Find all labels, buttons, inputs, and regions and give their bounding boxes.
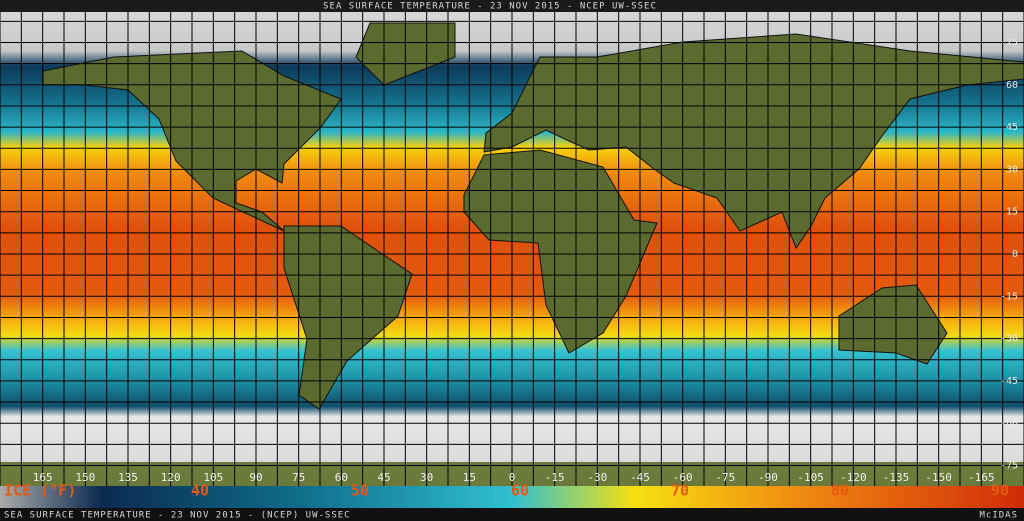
longitude-label: -30: [587, 471, 607, 484]
latitude-label: 75: [1006, 38, 1018, 49]
longitude-label: 150: [75, 471, 95, 484]
latitude-label: 60: [1006, 80, 1018, 91]
color-bar: [0, 486, 1024, 508]
longitude-label: 75: [292, 471, 305, 484]
legend-tick: 50: [351, 482, 369, 500]
latitude-label: -60: [1000, 418, 1018, 429]
footer-caption: SEA SURFACE TEMPERATURE - 23 NOV 2015 - …: [4, 511, 351, 521]
longitude-label: -135: [883, 471, 910, 484]
longitude-label: -90: [758, 471, 778, 484]
longitude-label: -75: [715, 471, 735, 484]
longitude-label: 0: [509, 471, 516, 484]
title-bar: [0, 0, 1024, 12]
longitude-label: 105: [203, 471, 223, 484]
longitude-label: 90: [249, 471, 262, 484]
longitude-label: 15: [463, 471, 476, 484]
latitude-label: 15: [1006, 207, 1018, 218]
title: SEA SURFACE TEMPERATURE - 23 NOV 2015 - …: [323, 2, 657, 12]
longitude-label: -15: [545, 471, 565, 484]
longitude-label: -120: [840, 471, 867, 484]
graticule: [0, 12, 1024, 486]
longitude-label: 135: [118, 471, 138, 484]
latitude-label: -45: [1000, 376, 1018, 387]
legend-tick: 60: [511, 482, 529, 500]
longitude-label: 45: [377, 471, 390, 484]
credit: McIDAS: [979, 511, 1018, 521]
legend-tick: 80: [831, 482, 849, 500]
longitude-label: 120: [161, 471, 181, 484]
longitude-label: -150: [925, 471, 952, 484]
longitude-label: 30: [420, 471, 433, 484]
legend-tick: 90: [991, 482, 1009, 500]
legend-tick: 70: [671, 482, 689, 500]
latitude-label: 0: [1012, 249, 1018, 260]
latitude-label: -75: [1000, 461, 1018, 472]
longitude-label: -165: [968, 471, 995, 484]
legend-label: ICE (°F): [4, 482, 76, 500]
footer-bar: [0, 508, 1024, 521]
latitude-label: 45: [1006, 122, 1018, 133]
australia: [838, 284, 948, 365]
legend-tick: 40: [191, 482, 209, 500]
longitude-label: -105: [797, 471, 824, 484]
longitude-label: 60: [335, 471, 348, 484]
longitude-label: -45: [630, 471, 650, 484]
longitude-label: -60: [673, 471, 693, 484]
latitude-label: -15: [1000, 291, 1018, 302]
latitude-label: 30: [1006, 164, 1018, 175]
longitude-label: 165: [33, 471, 53, 484]
latitude-label: -30: [1000, 334, 1018, 345]
